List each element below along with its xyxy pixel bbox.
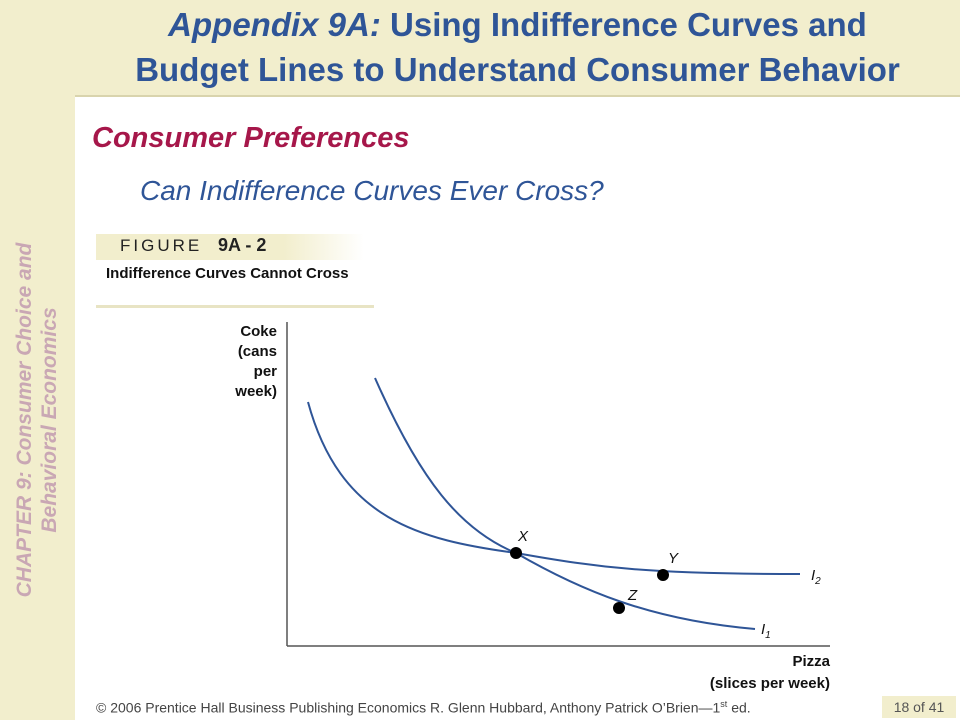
- footer-text: © 2006 Prentice Hall Business Publishing…: [96, 699, 721, 716]
- y-axis-label-line3: per: [254, 363, 278, 380]
- title-band: [75, 0, 960, 95]
- title-divider: [75, 95, 960, 97]
- question-text: Can Indifference Curves Ever Cross?: [140, 175, 604, 206]
- section-title: Consumer Preferences: [92, 122, 410, 154]
- curve-label-i2-name: I: [811, 567, 815, 584]
- y-axis-label-line1: Coke: [240, 323, 277, 340]
- figure-number: 9A - 2: [218, 235, 267, 255]
- title-appendix: Appendix 9A:: [168, 6, 381, 43]
- curve-label-i1-name: I: [761, 621, 765, 638]
- footer-citation: © 2006 Prentice Hall Business Publishing…: [96, 699, 751, 716]
- point-y: [657, 569, 669, 581]
- figure-label-band: [96, 234, 364, 260]
- point-y-label: Y: [668, 550, 679, 567]
- figure-rule: [96, 305, 374, 308]
- page-number: 18 of 41: [882, 696, 956, 718]
- x-axis-label-line2: (slices per week): [710, 675, 830, 692]
- x-axis-label-line1: Pizza: [792, 653, 830, 670]
- title-part2: Using Indifference Curves and: [380, 6, 867, 43]
- point-z-label: Z: [627, 587, 638, 604]
- title-line2: Budget Lines to Understand Consumer Beha…: [135, 51, 900, 88]
- figure-label: FIGURE: [120, 236, 203, 255]
- point-z: [613, 602, 625, 614]
- curve-label-i2-sub: 2: [814, 576, 821, 587]
- y-axis-label-line2: (cans: [238, 343, 277, 360]
- curve-label-i1-sub: 1: [765, 630, 771, 641]
- figure-caption: Indifference Curves Cannot Cross: [106, 265, 349, 282]
- point-x: [510, 547, 522, 559]
- point-x-label: X: [517, 528, 529, 545]
- sidebar: [0, 0, 75, 720]
- slide-title: Appendix 9A: Using Indifference Curves a…: [75, 2, 960, 92]
- indifference-curve-i1: [374, 377, 756, 630]
- curve-label-i2: I2: [811, 567, 821, 587]
- indifference-curve-i2: [307, 401, 801, 575]
- y-axis-label-line4: week): [234, 383, 277, 400]
- curve-label-i1: I1: [761, 621, 771, 641]
- footer-sup: st: [720, 699, 728, 709]
- footer-edition: ed.: [727, 699, 751, 716]
